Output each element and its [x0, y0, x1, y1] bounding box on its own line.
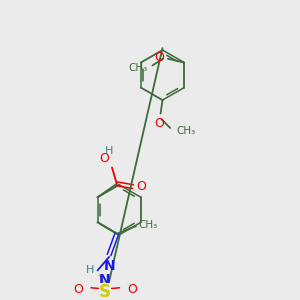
- Text: N: N: [104, 259, 116, 273]
- Text: CH₃: CH₃: [138, 220, 157, 230]
- Text: O: O: [154, 51, 164, 64]
- Text: O: O: [128, 283, 137, 296]
- Text: CH₃: CH₃: [128, 63, 148, 73]
- Text: H: H: [86, 266, 94, 275]
- Text: O: O: [136, 180, 146, 193]
- Text: CH₃: CH₃: [176, 126, 195, 136]
- Text: H: H: [105, 146, 113, 156]
- Text: O: O: [73, 283, 83, 296]
- Text: N: N: [98, 273, 110, 287]
- Text: O: O: [99, 152, 109, 165]
- Text: S: S: [99, 283, 111, 300]
- Text: O: O: [155, 117, 165, 130]
